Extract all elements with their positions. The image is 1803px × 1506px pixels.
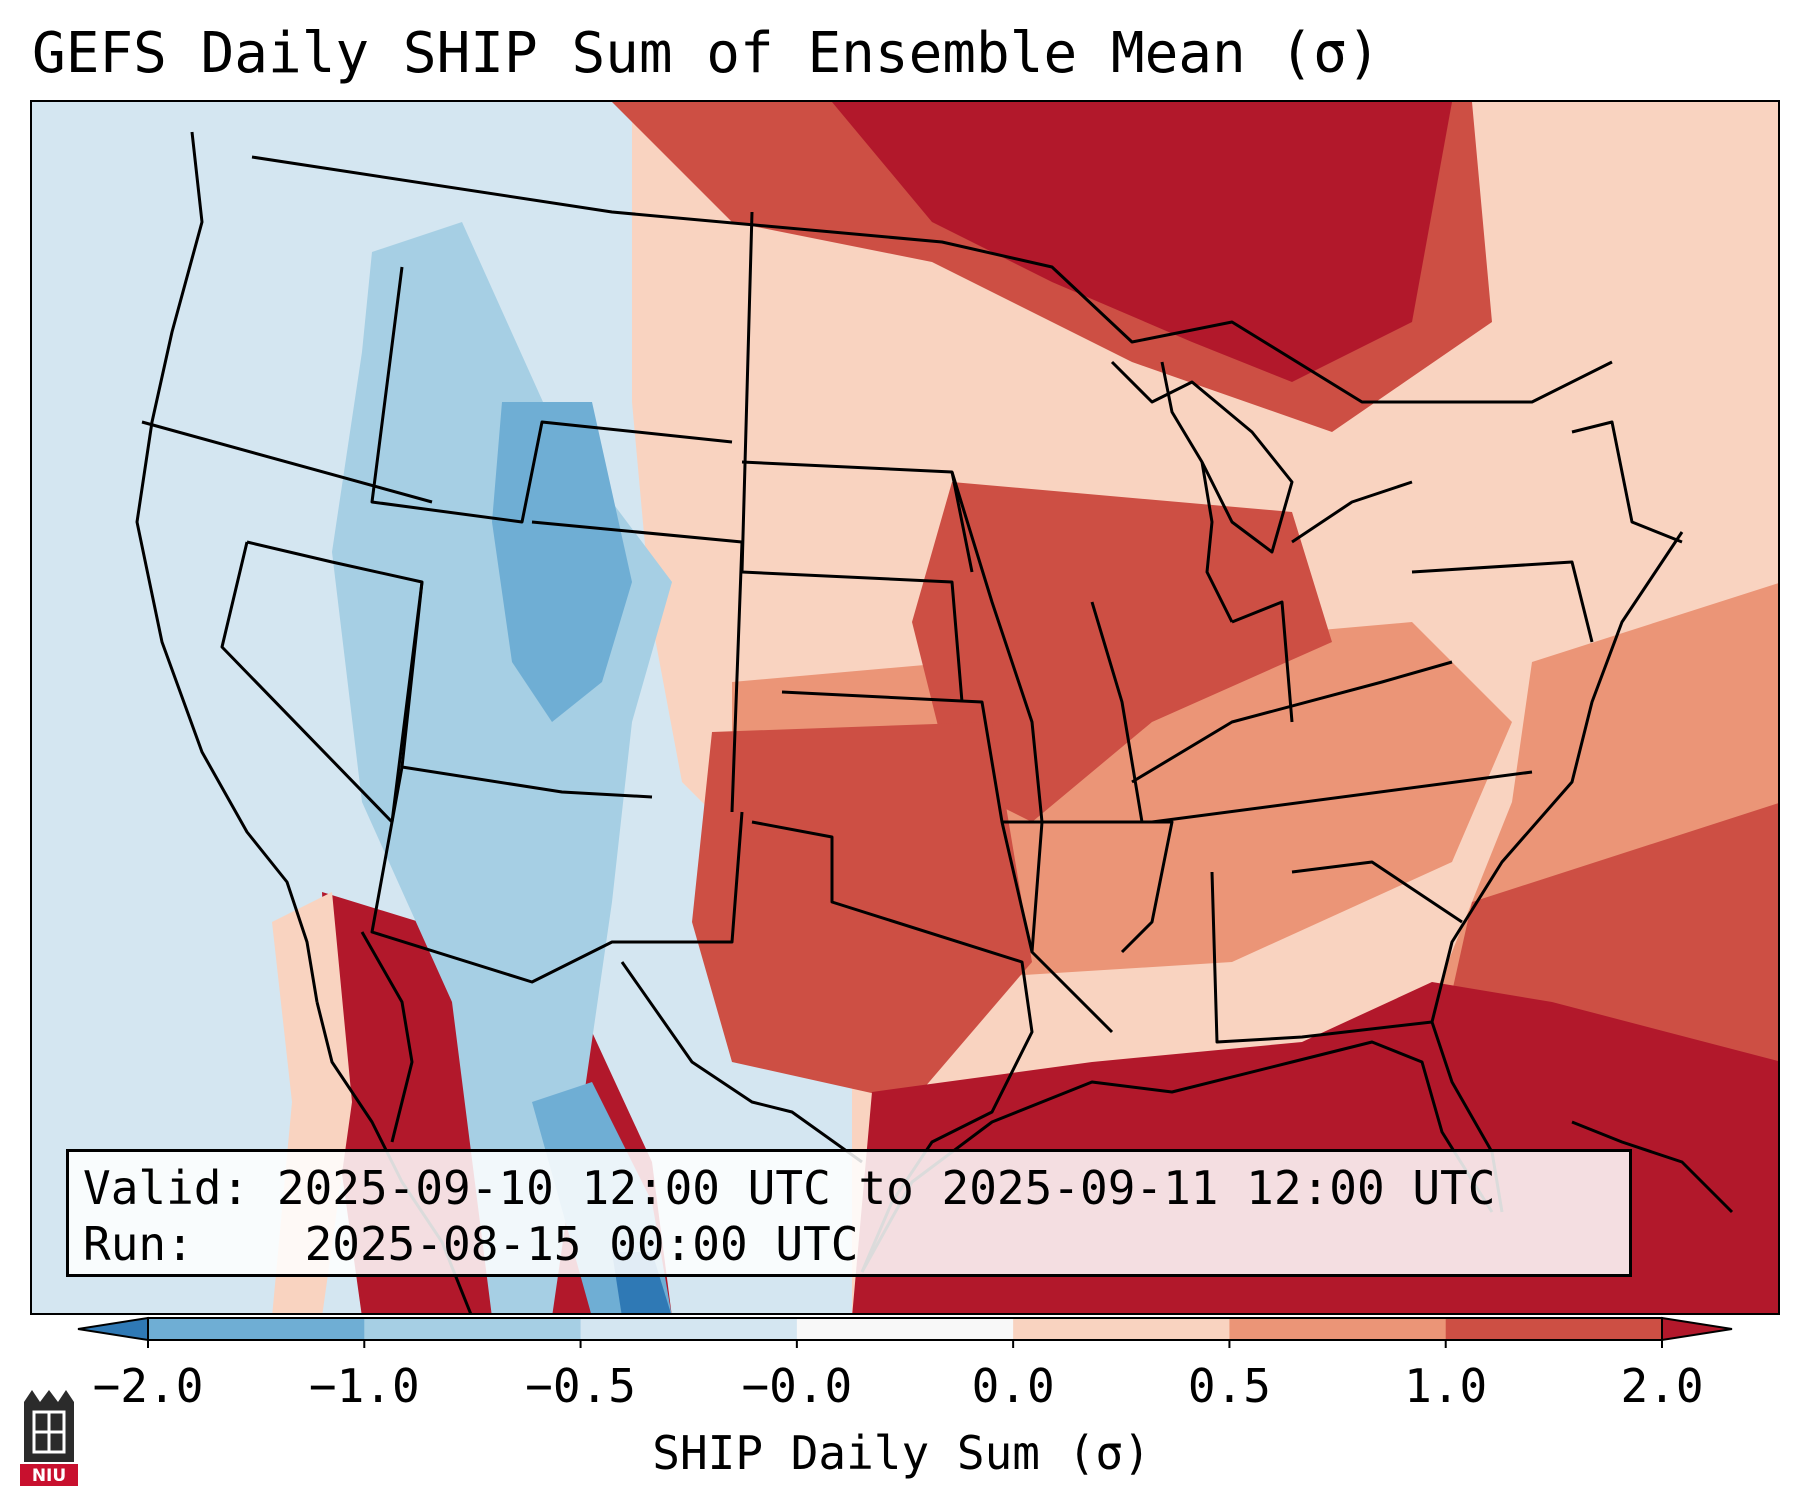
colorbar-segment	[580, 1318, 798, 1340]
logo-wordmark: NIU	[32, 1466, 66, 1486]
run-label: Run:	[83, 1217, 194, 1271]
logo-wordmark-box	[20, 1464, 78, 1486]
colorbar-outline	[147, 1317, 1663, 1341]
colorbar-segment	[364, 1318, 582, 1340]
border-tn	[1151, 770, 1533, 824]
border-ky	[1131, 660, 1453, 784]
border-oh	[1231, 600, 1294, 723]
border-ca-nv	[220, 541, 394, 824]
map-title: GEFS Daily SHIP Sum of Ensemble Mean (σ)	[32, 21, 1381, 86]
border-ga-sc	[1291, 860, 1463, 924]
logo-battlements	[24, 1390, 74, 1402]
colorbar-label: SHIP Daily Sum (σ)	[652, 1426, 1151, 1480]
baja-coast	[360, 931, 414, 1143]
pos-field-northeast-light	[1412, 102, 1778, 682]
colorbar-tick-label: −2.0	[92, 1359, 204, 1413]
border-il-in	[1090, 601, 1144, 823]
niu-logo: NIU	[20, 1390, 78, 1486]
colorbar-segment	[1229, 1318, 1447, 1340]
run-time: 2025-08-15 00:00 UTC	[304, 1217, 859, 1271]
colorbar-segment	[1013, 1318, 1230, 1340]
colorbar-tick-label: −0.5	[525, 1359, 636, 1413]
neg-field-rockies-core	[492, 402, 632, 722]
coastline-west	[135, 131, 319, 1003]
border-ks-ok	[781, 690, 1034, 953]
colorbar-tick-label: −1.0	[308, 1359, 420, 1413]
map-panel	[30, 100, 1780, 1315]
colorbar-tick-label: 0.0	[971, 1359, 1055, 1413]
valid-label: Valid:	[83, 1161, 250, 1215]
valid-time-range: 2025-09-10 12:00 UTC to 2025-09-11 12:00…	[276, 1161, 1496, 1215]
validity-info-box: Valid: 2025-09-10 12:00 UTC to 2025-09-1…	[66, 1149, 1632, 1277]
canada-border	[251, 155, 1613, 404]
lake-michigan	[1200, 461, 1234, 623]
great-lakes	[1110, 360, 1294, 554]
ship-field-map	[32, 102, 1778, 1313]
colorbar	[77, 1316, 1733, 1348]
colorbar-segment	[1445, 1318, 1663, 1340]
colorbar-tick-label: 0.5	[1187, 1359, 1271, 1413]
border-pa-ny	[1411, 560, 1594, 643]
coastline-east	[1430, 531, 1684, 1213]
border-mississippi	[950, 471, 1114, 1034]
border-mo-ar	[1002, 820, 1174, 954]
border-id-wy	[370, 266, 733, 524]
border-nv-ut	[246, 540, 424, 823]
border-new-england	[1571, 420, 1683, 544]
border-nd-sd	[740, 211, 964, 703]
colorbar-tick-label: 2.0	[1620, 1359, 1704, 1413]
colorbar-segment	[148, 1318, 365, 1340]
colorbar-extend-low	[77, 1316, 149, 1342]
pos-field-north-strong	[832, 102, 1452, 382]
cuba	[1571, 1120, 1734, 1214]
border-or-ca	[141, 420, 433, 504]
border-al-ga	[1210, 871, 1433, 1044]
state-borders	[135, 131, 1734, 1313]
border-az-nm	[370, 766, 744, 984]
colorbar-tick-label: 1.0	[1404, 1359, 1488, 1413]
colorbar-tick-label: −0.0	[741, 1359, 853, 1413]
pos-field-midwest	[912, 482, 1332, 822]
lake-erie	[1291, 480, 1413, 544]
colorbar-segment	[796, 1318, 1014, 1340]
border-ut-co	[400, 581, 653, 799]
colorbar-extend-high	[1661, 1316, 1733, 1342]
border-texas-west	[620, 961, 863, 1164]
